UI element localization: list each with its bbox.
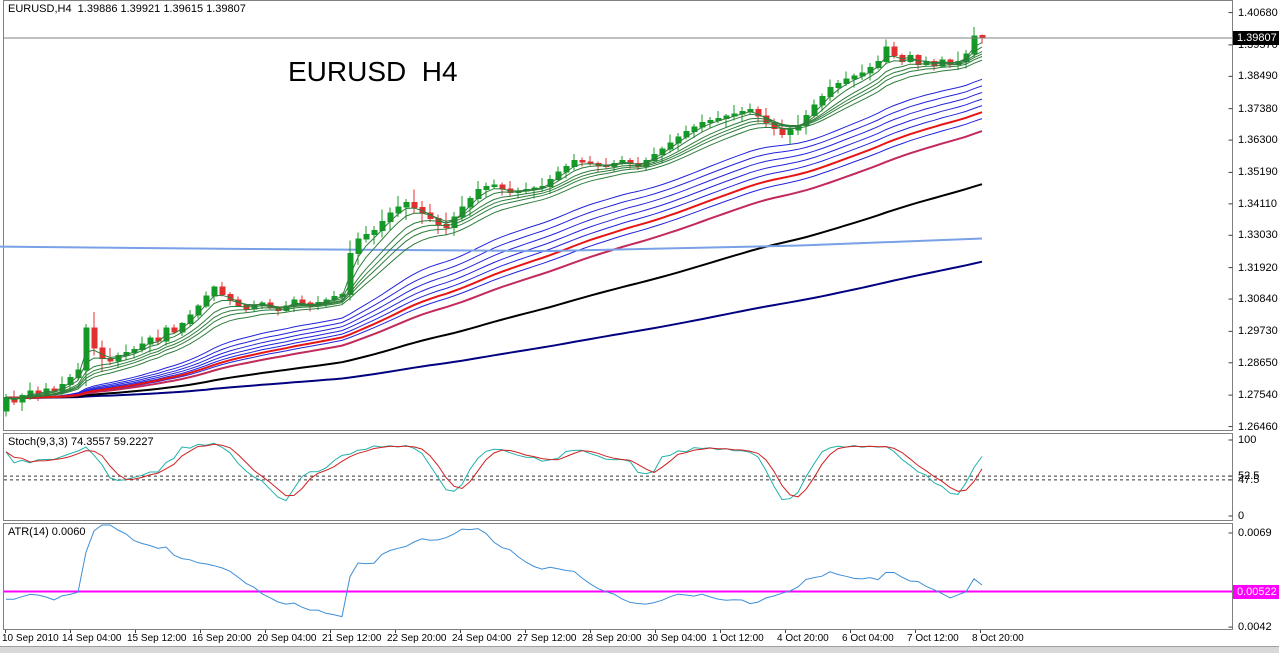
time-axis-tick xyxy=(200,630,201,633)
time-axis-label: 22 Sep 20:00 xyxy=(387,633,447,644)
time-axis-tick xyxy=(980,630,981,633)
time-axis-label: 1 Oct 12:00 xyxy=(712,633,764,644)
atr-level-badge: 0.00522 xyxy=(1233,584,1279,599)
time-axis-label: 10 Sep 2010 xyxy=(2,633,59,644)
time-axis-tick xyxy=(850,630,851,633)
chart-title-ohlc: EURUSD,H4 1.39886 1.39921 1.39615 1.3980… xyxy=(8,3,246,15)
time-axis-label: 8 Oct 20:00 xyxy=(972,633,1024,644)
time-axis-tick xyxy=(655,630,656,633)
time-axis-tick xyxy=(590,630,591,633)
main-chart-canvas[interactable] xyxy=(0,0,1233,431)
time-axis-label: 14 Sep 04:00 xyxy=(62,633,122,644)
time-axis-tick xyxy=(330,630,331,633)
symbol-watermark: EURUSD H4 xyxy=(288,56,458,87)
stochastic-canvas[interactable] xyxy=(0,433,1233,521)
time-axis-label: 4 Oct 20:00 xyxy=(777,633,829,644)
time-axis-label: 21 Sep 12:00 xyxy=(322,633,382,644)
time-axis-tick xyxy=(265,630,266,633)
atr-label: ATR(14) 0.0060 xyxy=(8,526,86,538)
time-axis-tick xyxy=(395,630,396,633)
price-axis[interactable] xyxy=(1233,0,1279,646)
time-axis-tick xyxy=(720,630,721,633)
time-axis-tick xyxy=(135,630,136,633)
time-axis-tick xyxy=(525,630,526,633)
time-axis-label: 27 Sep 12:00 xyxy=(517,633,577,644)
time-axis[interactable]: 10 Sep 2010 14 Sep 04:00 15 Sep 12:00 16 Se… xyxy=(0,630,1233,646)
time-axis-label: 20 Sep 04:00 xyxy=(257,633,317,644)
time-axis-tick xyxy=(70,630,71,633)
time-axis-label: 28 Sep 20:00 xyxy=(582,633,642,644)
stochastic-panel[interactable] xyxy=(0,433,1233,521)
time-axis-label: 30 Sep 04:00 xyxy=(647,633,707,644)
time-axis-tick xyxy=(5,630,6,633)
time-axis-label: 15 Sep 12:00 xyxy=(127,633,187,644)
time-axis-label: 6 Oct 04:00 xyxy=(842,633,894,644)
atr-panel[interactable] xyxy=(0,523,1233,630)
time-axis-label: 7 Oct 12:00 xyxy=(907,633,959,644)
time-axis-tick xyxy=(460,630,461,633)
time-axis-label: 24 Sep 04:00 xyxy=(452,633,512,644)
time-axis-tick xyxy=(915,630,916,633)
time-axis-label: 16 Sep 20:00 xyxy=(192,633,252,644)
stochastic-label: Stoch(9,3,3) 74.3557 59.2227 xyxy=(8,436,154,448)
atr-canvas[interactable] xyxy=(0,523,1233,630)
time-axis-tick xyxy=(785,630,786,633)
window-bottom-edge xyxy=(0,646,1279,653)
main-chart-panel[interactable] xyxy=(0,0,1233,431)
current-price-badge: 1.39807 xyxy=(1233,31,1279,45)
